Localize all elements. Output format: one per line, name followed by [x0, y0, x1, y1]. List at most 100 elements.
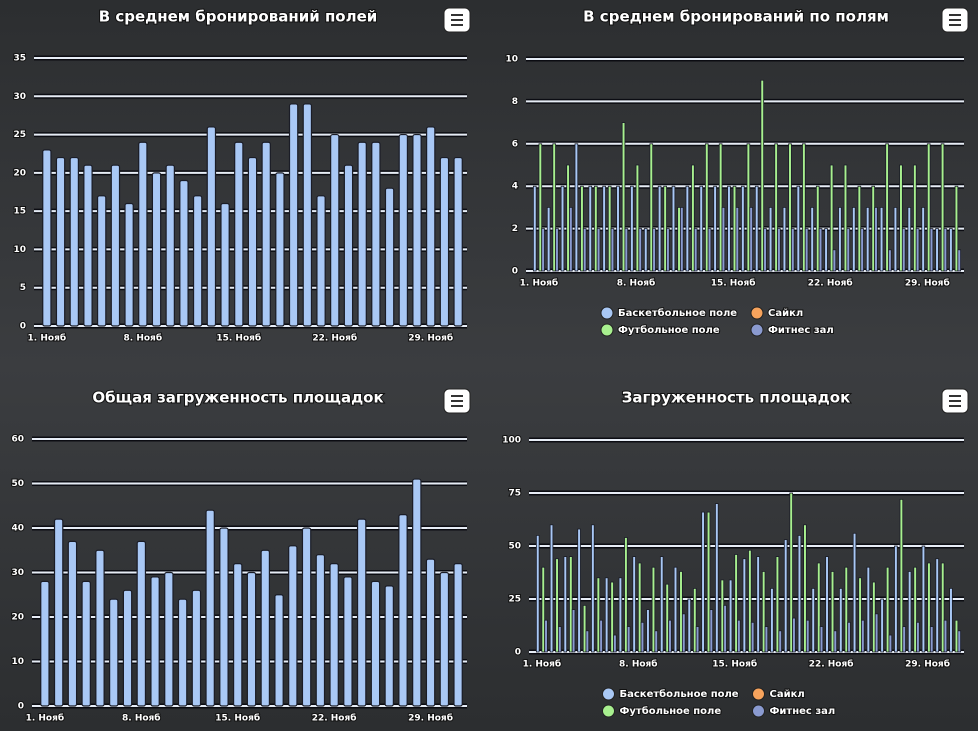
bar — [680, 206, 684, 272]
legend-label: Фитнес зал — [768, 325, 834, 336]
bar — [858, 577, 862, 653]
bar — [122, 589, 133, 707]
y-tick-label: 30 — [11, 568, 24, 578]
bar — [594, 185, 598, 272]
bar — [604, 577, 609, 653]
bar — [940, 562, 945, 653]
bar — [398, 133, 409, 327]
y-tick-label: 75 — [508, 489, 521, 499]
bar — [657, 185, 662, 272]
bar — [53, 518, 64, 707]
bar — [552, 143, 556, 272]
bar — [599, 619, 603, 653]
bar — [861, 619, 865, 653]
bar — [741, 185, 745, 272]
bar — [935, 558, 939, 653]
bar — [929, 228, 934, 272]
bar — [699, 185, 704, 272]
bar — [301, 527, 312, 707]
bar — [760, 79, 765, 272]
bar — [630, 185, 634, 272]
bar — [935, 228, 939, 272]
bar — [893, 206, 898, 272]
bar — [871, 185, 876, 272]
bar — [847, 621, 851, 653]
y-tick-label: 50 — [508, 542, 521, 552]
legend-marker — [602, 687, 615, 701]
bar — [852, 532, 857, 653]
bar — [582, 604, 587, 653]
bar — [940, 143, 945, 272]
bar — [874, 613, 879, 653]
bar — [693, 588, 697, 653]
bar — [866, 566, 871, 653]
x-tick-label: 15. Нояб — [711, 278, 756, 289]
bar — [860, 228, 864, 272]
legend-marker — [750, 323, 764, 337]
bar — [343, 576, 353, 707]
bar — [412, 478, 422, 707]
bar — [40, 580, 50, 707]
bar — [124, 202, 134, 327]
bar — [790, 228, 795, 272]
bar — [819, 626, 824, 653]
bar — [616, 185, 620, 272]
y-tick-label: 20 — [11, 613, 24, 623]
bar — [679, 571, 683, 653]
y-tick-label: 4 — [512, 182, 518, 192]
y-tick-label: 0 — [512, 267, 518, 277]
bar — [136, 540, 147, 707]
bar — [668, 619, 672, 653]
bar — [774, 143, 778, 272]
bar — [929, 626, 934, 653]
bar — [894, 545, 898, 653]
bar — [818, 228, 823, 272]
bar — [109, 598, 119, 707]
y-tick-label: 8 — [512, 97, 518, 107]
bar — [844, 566, 849, 653]
bar — [872, 581, 876, 653]
x-tick-label: 29. Нояб — [408, 713, 453, 724]
legend-label: Сайкл — [768, 308, 803, 319]
bar — [754, 185, 759, 272]
bar — [330, 133, 340, 327]
y-tick-label: 30 — [13, 92, 26, 102]
bar — [921, 545, 926, 653]
x-tick-label: 15. Нояб — [712, 659, 757, 670]
bar — [715, 503, 719, 653]
bar — [626, 626, 631, 653]
bar — [701, 511, 705, 653]
bar — [425, 558, 436, 707]
bar — [865, 206, 870, 272]
bar — [538, 143, 543, 272]
bar — [150, 576, 160, 707]
y-tick-label: 35 — [13, 54, 26, 64]
x-tick-label: 15. Нояб — [216, 333, 261, 344]
bar — [316, 195, 326, 327]
bar — [778, 630, 782, 653]
bar — [621, 122, 626, 272]
bar — [788, 143, 792, 272]
bar — [192, 195, 203, 327]
bar — [749, 206, 753, 272]
bar — [220, 202, 230, 327]
bar — [246, 571, 257, 707]
bar — [412, 133, 422, 327]
bar — [588, 185, 593, 272]
bar — [735, 206, 740, 272]
bar — [343, 164, 354, 327]
bar — [921, 206, 925, 272]
bar — [737, 619, 741, 653]
bar — [315, 554, 326, 707]
bar — [764, 626, 769, 653]
bar — [879, 206, 884, 272]
x-tick-label: 29. Нояб — [408, 333, 453, 344]
bar — [55, 156, 66, 327]
y-tick-label: 100 — [502, 436, 521, 446]
bar — [720, 579, 725, 653]
legend-marker — [602, 704, 615, 718]
bar — [555, 228, 559, 272]
bar — [643, 228, 648, 272]
bar — [721, 206, 726, 272]
bar — [96, 195, 107, 327]
